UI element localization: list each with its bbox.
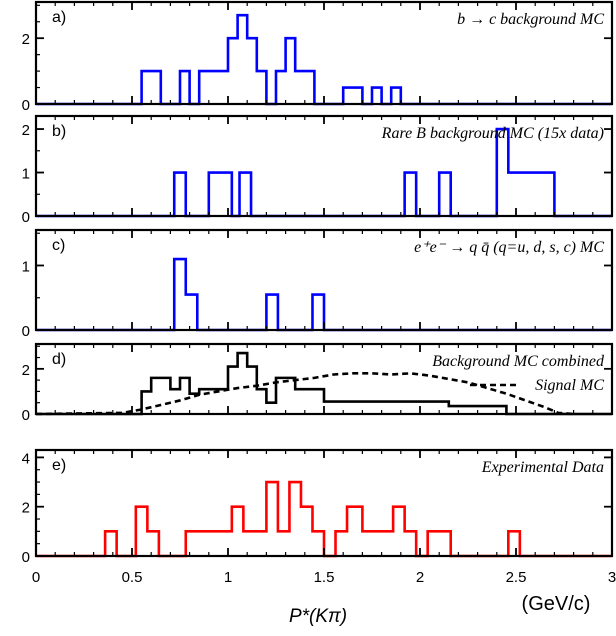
panel-d: 0 2 d) Background MC combined Signal MC: [22, 342, 614, 424]
x-axis-unit: (GeV/c): [522, 593, 591, 615]
y-tick-label: 2: [22, 31, 30, 48]
y-tick-label: 1: [22, 166, 30, 183]
x-tick-label: 0: [32, 569, 40, 586]
x-axis-label: P*(Kπ): [289, 606, 347, 627]
panel-tag-label: a): [52, 9, 66, 26]
panel-e: 0 2 4 e) Experimental Data: [22, 448, 614, 566]
histogram-series-1: [36, 480, 612, 558]
signal-mc-curve: [35, 372, 574, 416]
panel-tag-label: d): [52, 351, 66, 368]
x-tick-label: 1.5: [314, 569, 335, 586]
y-tick-label: 4: [22, 450, 30, 467]
y-tick-label: 0: [22, 323, 30, 340]
histogram-series-1: [36, 257, 612, 332]
y-tick-label: 0: [22, 97, 30, 114]
panel-b: 0 1 2 b) Rare B background MC (15x data): [22, 114, 614, 226]
x-tick-label: 0.5: [122, 569, 143, 586]
panel-title: Rare B background MC (15x data): [381, 125, 604, 142]
y-tick-label: 0: [22, 549, 30, 566]
histogram-series-1: [36, 127, 612, 218]
shared-x-axis: P*(Kπ) (GeV/c) 0 0.5 1 1.5 2 2.5 3: [32, 569, 616, 627]
panel-title: Background MC combined: [432, 353, 605, 370]
y-tick-label: 2: [22, 122, 30, 139]
panel-title: Experimental Data: [481, 459, 604, 476]
histogram-series-1: [36, 351, 612, 416]
panels-group: 0 2 a) b → c background MC 0 1 2 b) Rare B backg…: [22, 0, 614, 566]
x-tick-label: 3: [608, 569, 616, 586]
y-tick-label: 0: [22, 407, 30, 424]
y-tick-label: 1: [22, 258, 30, 275]
y-tick-label: 2: [22, 500, 30, 517]
legend-label: Signal MC: [535, 377, 604, 394]
histogram-series-1: [36, 13, 612, 106]
panel-title: b → c background MC: [457, 11, 604, 28]
panel-tag-label: b): [52, 123, 66, 140]
y-tick-label: 0: [22, 209, 30, 226]
y-tick-label: 2: [22, 362, 30, 379]
panel-title: e⁺e⁻ → q q̄ (q=u, d, s, c) MC: [414, 239, 604, 256]
x-tick-label: 2: [416, 569, 424, 586]
panel-c: 0 1 c) e⁺e⁻ → q q̄ (q=u, d, s, c) MC: [22, 228, 614, 340]
panel-tag-label: e): [52, 457, 66, 474]
x-tick-label: 1: [224, 569, 232, 586]
panel-a: 0 2 a) b → c background MC: [22, 0, 614, 114]
panel-tag-label: c): [52, 237, 65, 254]
x-tick-label: 2.5: [506, 569, 527, 586]
